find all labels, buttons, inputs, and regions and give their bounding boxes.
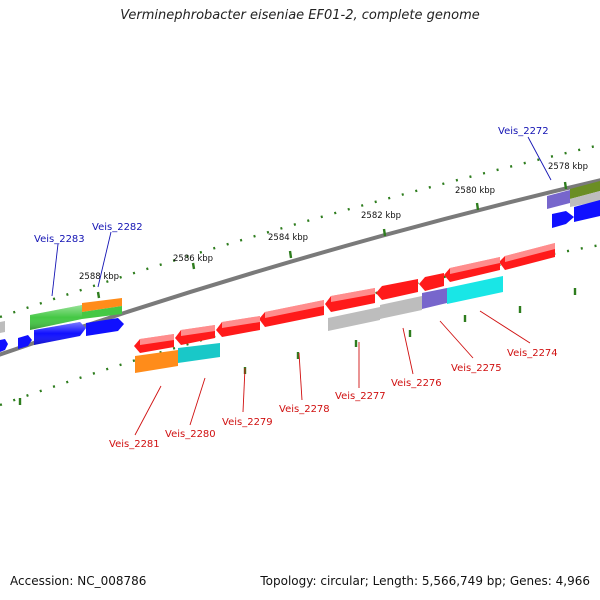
gene-feature[interactable]: [570, 181, 600, 199]
kbp-label: 2586 kbp: [173, 254, 213, 264]
gene-feature[interactable]: [0, 321, 5, 333]
gene-veis-2272[interactable]: [547, 190, 570, 209]
gene-label[interactable]: Veis_2281: [109, 439, 160, 450]
gene-veis-2275[interactable]: [447, 276, 503, 304]
reverse-leaders: [134, 310, 531, 436]
outer-major-ticks: [96, 181, 568, 299]
gene-shade: [34, 322, 86, 345]
gene-label[interactable]: Veis_2276: [391, 378, 442, 389]
genome-summary-text: Topology: circular; Length: 5,566,749 bp…: [260, 574, 590, 588]
gene-label[interactable]: Veis_2280: [165, 429, 216, 440]
gene-veis-2282-lower[interactable]: [82, 306, 122, 319]
gene-shade: [30, 305, 82, 330]
kbp-labels: 2578 kbp 2580 kbp 2582 kbp 2584 kbp 2586…: [79, 162, 588, 282]
map-title: Verminephrobacter eiseniae EF01-2, compl…: [120, 8, 480, 23]
reverse-gene-labels: Veis_2274 Veis_2275 Veis_2276 Veis_2277 …: [109, 348, 558, 450]
forward-gene-labels: Veis_2272 Veis_2282 Veis_2283: [34, 126, 549, 245]
gene-feature[interactable]: [328, 307, 380, 331]
gene-highlights: [140, 243, 555, 345]
gene-veis-2282[interactable]: [82, 298, 122, 312]
forward-leaders: [51, 136, 552, 297]
gene-label[interactable]: Veis_2282: [92, 222, 143, 233]
gene-label[interactable]: Veis_2272: [498, 126, 549, 137]
gene-feature[interactable]: [18, 335, 32, 349]
kbp-label: 2580 kbp: [455, 186, 495, 196]
kbp-label: 2584 kbp: [268, 233, 308, 243]
gene-label[interactable]: Veis_2283: [34, 234, 85, 245]
forward-strand-genes: [0, 181, 600, 352]
gene-feature[interactable]: [570, 191, 600, 207]
gene-veis-2280[interactable]: [178, 343, 220, 363]
gene-veis-2276[interactable]: [376, 279, 418, 300]
gene-label[interactable]: Veis_2279: [222, 417, 273, 428]
gene-label[interactable]: Veis_2275: [451, 363, 502, 374]
gene-veis-2281[interactable]: [135, 350, 178, 373]
gene-feature[interactable]: [574, 200, 600, 222]
kbp-label: 2578 kbp: [548, 162, 588, 172]
gene-feature[interactable]: [552, 211, 574, 228]
outer-tick-track: [0, 143, 600, 319]
gene-feature[interactable]: [86, 318, 124, 336]
gene-feature[interactable]: [419, 273, 444, 291]
kbp-label: 2582 kbp: [361, 211, 401, 221]
gene-label[interactable]: Veis_2277: [335, 391, 386, 402]
kbp-label: 2588 kbp: [79, 272, 119, 282]
gene-label[interactable]: Veis_2278: [279, 404, 330, 415]
gene-feature[interactable]: [0, 339, 8, 352]
gene-feature[interactable]: [422, 288, 447, 309]
gene-label[interactable]: Veis_2274: [507, 348, 558, 359]
gene-feature[interactable]: [380, 296, 422, 319]
accession-text: Accession: NC_008786: [10, 574, 147, 588]
